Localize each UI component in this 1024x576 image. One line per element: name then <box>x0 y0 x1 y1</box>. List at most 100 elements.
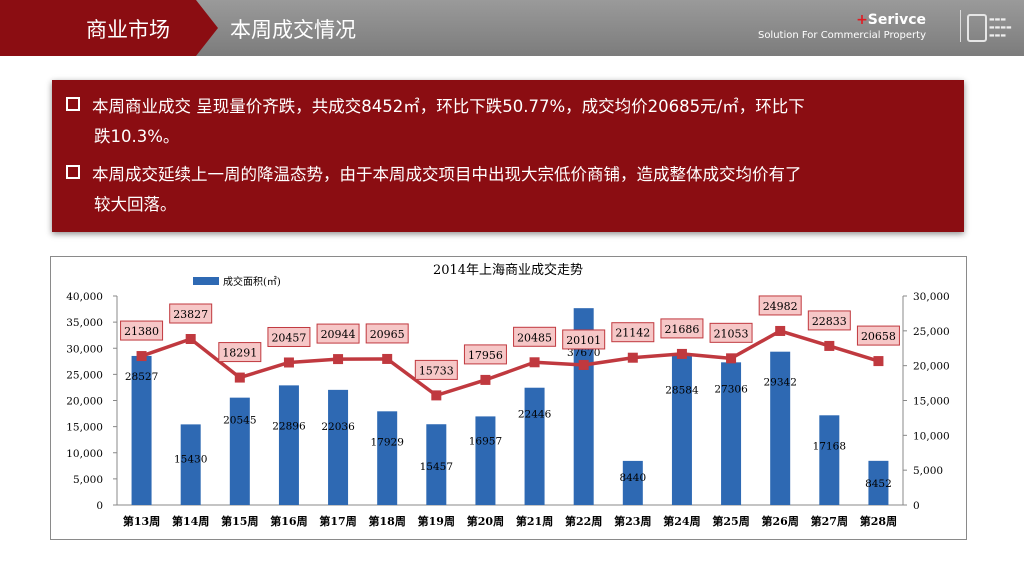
line-data-label: 21053 <box>714 327 749 340</box>
line-series <box>140 329 879 398</box>
bar <box>278 385 299 505</box>
line-label-box <box>611 322 655 343</box>
y-right-tick-label: 0 <box>913 500 920 512</box>
brand-text: +Serivce Solution For Commercial Propert… <box>758 12 926 41</box>
bar <box>377 411 398 505</box>
bar-data-label: 22896 <box>272 420 306 432</box>
summary-panel: 本周商业成交 呈现量价齐跌，共成交8452㎡，环比下跌50.77%，成交均价20… <box>52 80 964 232</box>
bar-data-label: 15430 <box>174 453 207 465</box>
x-tick-label: 第25周 <box>712 514 749 528</box>
line-label-box <box>807 310 851 331</box>
line-point <box>431 390 442 401</box>
bar-data-label: 27306 <box>714 383 748 395</box>
x-tick-label: 第28周 <box>860 514 897 528</box>
bar <box>819 415 840 505</box>
bullet-square-icon <box>66 97 80 111</box>
x-tick-label: 第22周 <box>565 514 602 528</box>
bar <box>131 355 152 505</box>
bar <box>622 460 643 505</box>
line-point <box>627 352 638 363</box>
bar <box>721 362 742 505</box>
brand-tagline: Solution For Commercial Property <box>757 30 926 41</box>
y-right-tick-label: 30,000 <box>913 291 950 303</box>
y-right-tick-label: 20,000 <box>913 361 950 373</box>
bar-data-label: 28584 <box>665 385 699 397</box>
line-data-label: 21380 <box>124 325 159 338</box>
line-label-box <box>267 326 311 347</box>
company-logo-icon: ▬▬▬ ▬▬▬▬ ▬▬▬ <box>960 10 1017 42</box>
bar-data-label: 22036 <box>321 421 355 433</box>
line-point <box>234 372 245 383</box>
x-tick-label: 第23周 <box>614 514 651 528</box>
summary-bullet-2: 本周成交延续上一周的降温态势，由于本周成交项目中出现大宗低价商铺，造成整体成交均… <box>66 160 946 220</box>
line-label-box <box>856 325 900 346</box>
x-tick-label: 第18周 <box>369 514 406 528</box>
line-data-label: 17956 <box>468 349 503 362</box>
x-tick-label: 第27周 <box>811 514 848 528</box>
y-left-tick-label: 40,000 <box>66 291 103 303</box>
bar-data-label: 15457 <box>420 461 453 473</box>
y-left-tick-label: 15,000 <box>66 422 103 434</box>
bar <box>671 355 692 505</box>
y-left-tick-label: 0 <box>96 500 103 512</box>
line-label-box <box>218 342 262 363</box>
bar <box>328 389 349 505</box>
line-data-label: 20965 <box>370 328 405 341</box>
breadcrumb-section[interactable]: 商业市场 <box>0 0 196 56</box>
line-point <box>873 356 884 367</box>
line-label-box <box>513 326 557 347</box>
summary-line-1a: 本周商业成交 呈现量价齐跌，共成交8452㎡，环比下跌50.77%，成交均价20… <box>92 97 805 116</box>
summary-bullet-1: 本周商业成交 呈现量价齐跌，共成交8452㎡，环比下跌50.77%，成交均价20… <box>66 92 946 152</box>
line-data-label: 15733 <box>419 364 454 377</box>
bar <box>180 424 201 505</box>
bar-data-label: 8452 <box>865 478 892 490</box>
summary-line-1b: 跌10.3%。 <box>94 127 180 146</box>
x-tick-label: 第19周 <box>418 514 455 528</box>
y-left-tick-label: 35,000 <box>66 317 103 329</box>
y-right-tick-label: 5,000 <box>913 465 943 477</box>
top-bar: 商业市场 本周成交情况 +Serivce Solution For Commer… <box>0 0 1024 56</box>
line-data-label: 21142 <box>615 327 650 340</box>
line-label-box <box>758 295 802 316</box>
y-left-tick-label: 25,000 <box>66 369 103 381</box>
bar <box>524 387 545 505</box>
summary-line-2a: 本周成交延续上一周的降温态势，由于本周成交项目中出现大宗低价商铺，造成整体成交均… <box>92 165 802 184</box>
line-data-label: 21686 <box>664 323 699 336</box>
chart-title: 2014年上海商业成交走势 <box>433 262 583 278</box>
bar <box>475 416 496 505</box>
line-point <box>824 340 835 351</box>
x-tick-label: 第20周 <box>467 514 504 528</box>
line-label-box <box>660 318 704 339</box>
bar-data-label: 16957 <box>469 435 502 447</box>
y-right-tick-label: 10,000 <box>913 430 950 442</box>
line-data-label: 18291 <box>222 347 257 360</box>
line-data-label: 20944 <box>321 328 356 341</box>
line-data-label: 20101 <box>566 334 601 347</box>
x-tick-label: 第17周 <box>319 514 356 528</box>
y-left-tick-label: 30,000 <box>66 343 103 355</box>
y-right-tick-label: 25,000 <box>913 326 950 338</box>
line-label-box <box>562 329 606 350</box>
bar-data-label: 28527 <box>125 371 158 383</box>
chart-container: 2014年上海商业成交走势 成交面积(㎡) 0 5,000 10,000 15,000 20… <box>50 256 967 540</box>
line-label-box <box>414 359 458 380</box>
summary-line-2b: 较大回落。 <box>94 195 177 214</box>
line-data-label: 20658 <box>861 330 896 343</box>
bar-data-label: 17168 <box>813 440 846 452</box>
y-left-tick-label: 10,000 <box>66 448 103 460</box>
bar <box>573 308 594 505</box>
line-data-label: 24982 <box>763 300 798 313</box>
breadcrumb-arrow-icon <box>196 0 218 56</box>
brand-name: Serivce <box>867 12 926 28</box>
line-label-box <box>169 303 213 324</box>
line-label-box <box>316 323 360 344</box>
bullet-square-icon <box>66 165 80 179</box>
line-point <box>185 334 196 345</box>
line-point <box>775 325 786 336</box>
line-point <box>676 348 687 359</box>
line-point <box>480 374 491 385</box>
y-right-tick-label: 15,000 <box>913 396 950 408</box>
bar <box>868 460 889 505</box>
line-point <box>578 359 589 370</box>
bar <box>426 424 447 505</box>
